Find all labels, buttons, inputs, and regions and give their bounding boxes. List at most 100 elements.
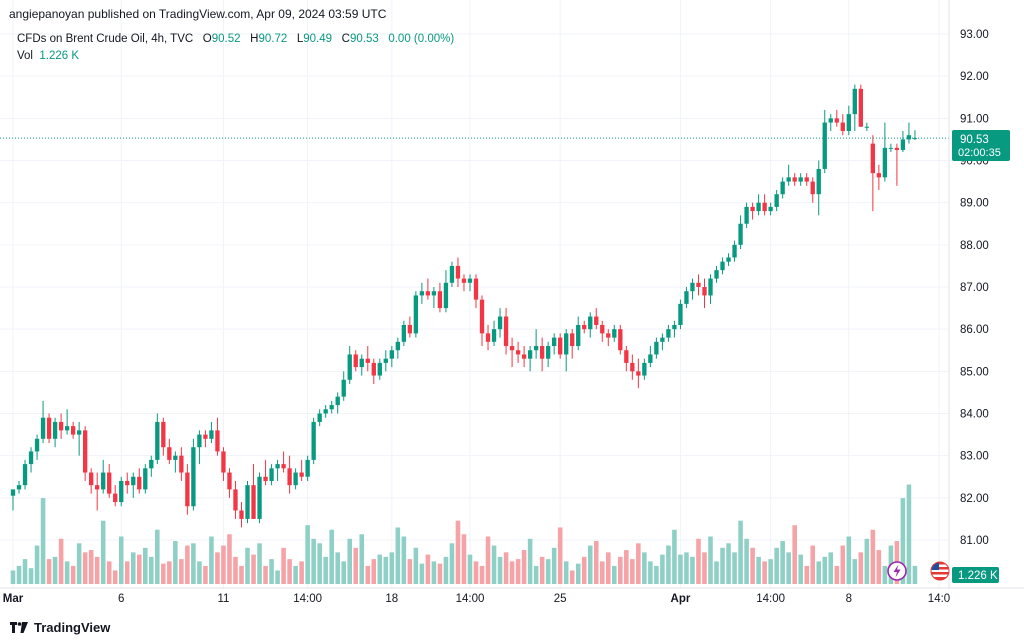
price-tick-label: 86.00: [960, 324, 989, 336]
volume-bar: [383, 556, 389, 584]
volume-bar: [185, 545, 190, 584]
us-flag-icon[interactable]: [930, 561, 950, 581]
volume-bar: [389, 552, 395, 584]
price-badge-price: 90.53: [960, 134, 989, 146]
volume-bar: [112, 570, 118, 584]
price-axis[interactable]: 93.0092.0091.0090.0089.0088.0087.0086.00…: [960, 29, 989, 547]
volume-bar: [780, 541, 785, 584]
volume-bar: [756, 556, 761, 584]
candle-body: [341, 379, 346, 397]
volume-bar: [323, 556, 328, 584]
close-value: 90.53: [349, 33, 379, 45]
volume-bar: [497, 556, 503, 584]
open-label: O: [202, 33, 212, 45]
volume-bar: [648, 561, 653, 584]
volume-bar: [233, 556, 238, 584]
volume-bar: [46, 559, 52, 584]
footer-brand-text: TradingView: [34, 620, 111, 635]
volume-bar: [678, 554, 683, 584]
candle-body: [299, 472, 304, 477]
time-tick-label: 14:00: [456, 593, 485, 605]
candle-body: [173, 455, 178, 460]
candle-body: [804, 177, 809, 182]
candle-body: [443, 282, 449, 309]
candle-body: [582, 324, 587, 330]
volume-bar: [167, 561, 172, 584]
candle-body: [503, 316, 509, 347]
candle-body: [58, 421, 64, 431]
volume-bar: [912, 565, 918, 584]
volume-bar: [690, 556, 695, 584]
candle-body: [552, 337, 557, 347]
volume-bar: [467, 554, 473, 584]
candle-body: [143, 468, 148, 490]
candle-body: [876, 173, 882, 178]
volume-bar: [810, 545, 816, 584]
candle-body: [473, 278, 479, 300]
volume-bar: [100, 520, 106, 584]
volume-bar: [155, 529, 160, 584]
time-axis[interactable]: Mar 6 11 14:00 18 14:00 25 Apr 14:00 8 14:0: [3, 593, 950, 605]
volume-bar: [365, 565, 371, 584]
volume-bar: [557, 527, 563, 584]
candle-body: [846, 114, 851, 131]
volume-bar: [191, 543, 196, 584]
candle-body: [113, 493, 118, 503]
candle-body: [431, 291, 437, 296]
symbol-title[interactable]: CFDs on Brent Crude Oil, 4h, TVC: [17, 33, 194, 45]
candle-body: [852, 88, 857, 115]
volume-bar: [407, 559, 413, 584]
candle-body: [64, 426, 70, 431]
flash-icon[interactable]: [887, 561, 907, 581]
volume-bar: [431, 561, 437, 584]
price-tick-label: 93.00: [960, 29, 989, 41]
candle-body: [798, 177, 803, 182]
candle-body: [209, 430, 214, 439]
price-badge: [952, 130, 1010, 161]
low-value: 90.49: [303, 33, 333, 45]
volume-bar: [251, 554, 256, 584]
candle-body: [10, 489, 16, 496]
volume-bar: [341, 561, 347, 584]
candle-body: [894, 147, 900, 150]
volume-bar: [353, 547, 359, 584]
candle-body: [16, 485, 22, 490]
volume-bar: [293, 565, 298, 584]
candle-body: [359, 358, 364, 368]
volume-bar: [858, 552, 864, 584]
volume-bar: [347, 538, 353, 584]
candle-body: [738, 223, 743, 245]
volume-bar: [197, 561, 202, 584]
candle-body: [744, 206, 749, 224]
volume-bar: [624, 550, 629, 584]
candle-body: [888, 147, 894, 149]
volume-bar: [143, 547, 148, 584]
time-tick-label: 18: [385, 593, 398, 605]
volume-bar: [413, 547, 419, 584]
volume-bar: [738, 520, 743, 584]
candle-body: [774, 194, 779, 207]
volume-bar: [449, 543, 455, 584]
volume-bar: [377, 554, 383, 584]
candle-body: [786, 177, 791, 182]
price-tick-label: 87.00: [960, 282, 989, 294]
price-tick-label: 89.00: [960, 198, 989, 210]
candle-body: [407, 324, 413, 334]
volume-bar: [269, 559, 274, 584]
volume-bar: [870, 529, 876, 584]
footer-brand[interactable]: TradingView: [10, 620, 110, 635]
candle-body: [449, 265, 455, 283]
ohlc-legend[interactable]: CFDs on Brent Crude Oil, 4h, TVC O90.52 …: [17, 33, 454, 45]
time-tick-label: 14:00: [756, 593, 785, 605]
candle-body: [353, 354, 358, 368]
candle-body: [648, 354, 653, 363]
candle-body: [600, 324, 605, 334]
volume-bar: [708, 536, 713, 584]
volume-legend[interactable]: Vol 1.226 K: [17, 50, 79, 62]
candle-body: [281, 464, 286, 469]
volume-bar: [179, 559, 184, 584]
volume-bar: [335, 552, 340, 584]
candle-body: [672, 324, 677, 330]
volume-bar: [443, 556, 449, 584]
